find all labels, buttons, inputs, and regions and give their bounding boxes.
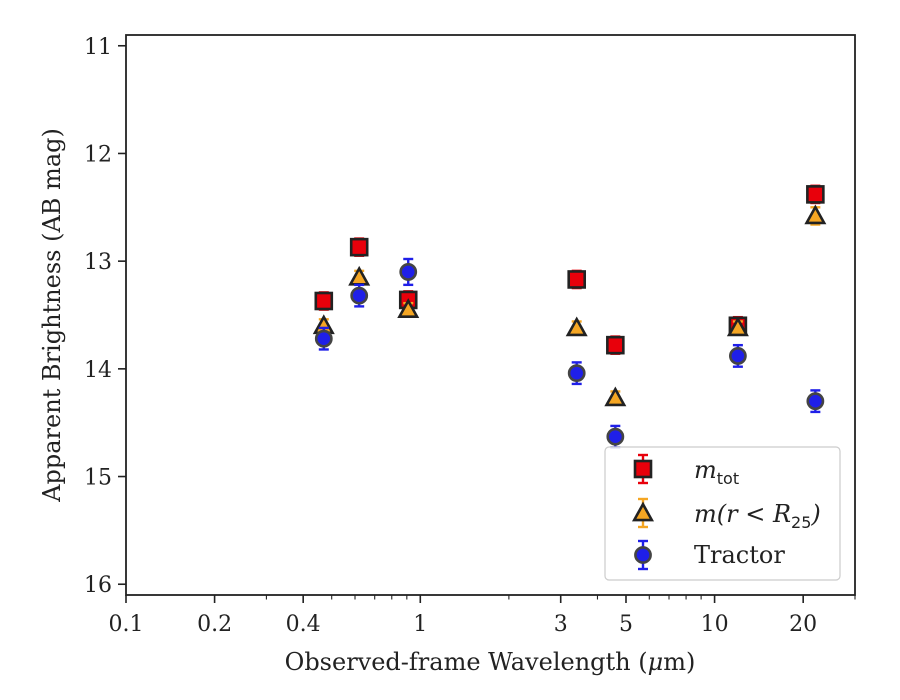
legend-marker-m-r25 (631, 497, 655, 529)
data-point-tractor (606, 427, 625, 446)
legend: mtot m(r < R25) Tractor (604, 446, 841, 581)
legend-marker-tractor (634, 539, 652, 571)
data-point-m-r25 (604, 386, 627, 407)
x-axis-title-mu: μ (648, 648, 664, 676)
data-point-tractor (728, 347, 747, 365)
data-point-tractor (567, 364, 586, 383)
series-tractor (314, 257, 825, 449)
x-tick-label: 5 (619, 612, 633, 637)
data-point-tractor (806, 392, 825, 411)
y-tick-label: 12 (84, 142, 112, 167)
data-point-m-r25 (804, 204, 827, 225)
data-point-mtot (567, 270, 587, 289)
plot-area (312, 184, 827, 449)
x-axis: 0.1 0.2 0.4 1 3 5 10 20 (109, 595, 856, 637)
x-axis-title: Observed-frame Wavelength (μm) (285, 648, 696, 676)
data-point-tractor (350, 286, 369, 305)
data-point-mtot (806, 185, 825, 204)
y-axis: 11 12 13 14 15 16 (84, 35, 126, 598)
plot-frame (125, 34, 856, 596)
data-point-tractor (314, 329, 333, 348)
legend-label-m-r25: m(r < R25) (694, 500, 821, 532)
x-tick-label: 20 (789, 612, 817, 637)
legend-box (604, 446, 841, 581)
data-point-mtot (314, 291, 334, 311)
x-tick-label: 0.1 (109, 612, 144, 637)
data-point-tractor (399, 263, 418, 281)
data-point-m-r25 (348, 265, 371, 286)
legend-symbol-mtot (633, 459, 653, 479)
x-tick-label: 1 (413, 612, 427, 637)
x-tick-label: 0.4 (286, 612, 321, 637)
series-mtot (314, 184, 825, 355)
x-tick-label: 10 (701, 612, 729, 637)
y-tick-label: 11 (84, 35, 112, 60)
y-tick-label: 16 (84, 573, 112, 598)
y-axis-title: Apparent Brightness (AB mag) (38, 128, 66, 503)
y-tick-label: 15 (84, 466, 112, 491)
data-point-mtot (349, 237, 369, 257)
x-tick-label: 0.2 (197, 612, 232, 637)
data-point-mtot (606, 335, 625, 355)
legend-marker-mtot (633, 453, 653, 485)
y-tick-label: 13 (84, 250, 112, 275)
data-point-m-r25 (565, 316, 588, 337)
y-tick-label: 14 (84, 358, 112, 383)
legend-symbol-tractor (634, 546, 652, 564)
x-tick-label: 3 (554, 612, 568, 637)
data-point-m-r25 (726, 316, 749, 337)
legend-symbol-m-r25 (631, 501, 655, 522)
legend-label-tractor: Tractor (694, 541, 785, 569)
data-point-m-r25 (397, 298, 420, 318)
legend-label-mtot: mtot (694, 456, 739, 488)
